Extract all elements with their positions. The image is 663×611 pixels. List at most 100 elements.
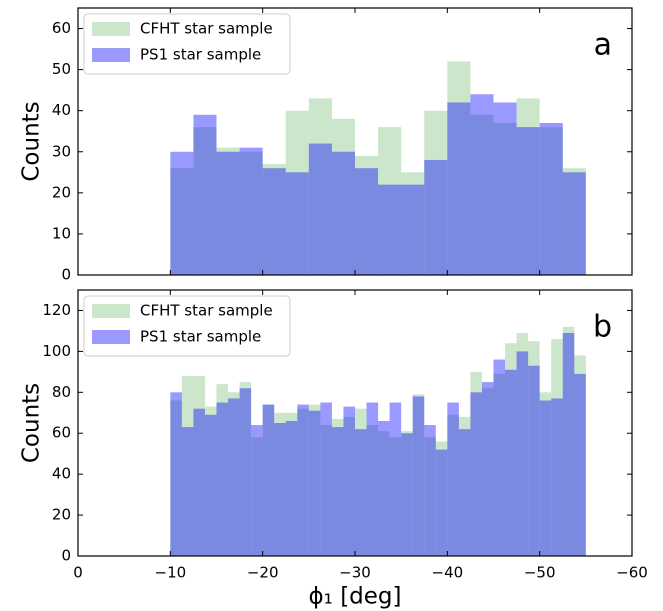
bar (401, 184, 425, 275)
bar (216, 402, 229, 556)
bar (447, 102, 471, 275)
legend-label: CFHT star sample (140, 302, 273, 320)
bar (343, 416, 355, 556)
bar (262, 168, 286, 275)
bar (193, 408, 205, 556)
bar (424, 437, 436, 556)
bar (389, 437, 402, 556)
legend-frame (83, 13, 291, 75)
bar (562, 172, 586, 275)
bar (251, 425, 263, 556)
bar (539, 392, 552, 556)
bar (458, 429, 471, 556)
bar (562, 326, 575, 556)
y-tick-label: 0 (61, 266, 71, 284)
x-tick-label: 0 (73, 564, 83, 582)
bar (285, 412, 298, 556)
bar (170, 392, 182, 556)
bar (539, 123, 563, 275)
bar (262, 164, 286, 275)
bar (251, 437, 263, 556)
bar (204, 414, 217, 556)
y-tick-label: 80 (52, 383, 71, 401)
bar (355, 429, 367, 556)
bar (193, 375, 205, 556)
bar (378, 431, 390, 556)
y-tick-label: 40 (52, 101, 71, 119)
legend-label: PS1 star sample (140, 46, 261, 64)
bar (516, 98, 540, 275)
x-tick-label: −60 (616, 564, 648, 582)
bar (516, 351, 529, 556)
bar (262, 404, 275, 556)
y-tick-label: 60 (52, 19, 71, 37)
bar (378, 127, 402, 275)
bar (505, 343, 517, 556)
bar (320, 402, 332, 556)
bar (551, 339, 563, 556)
bar (308, 410, 321, 556)
bar (470, 94, 494, 275)
bar (216, 384, 229, 556)
y-tick-label: 20 (52, 183, 71, 201)
x-axis-label: ϕ₁ [deg] (309, 584, 402, 610)
legend-frame (83, 295, 291, 357)
bar (181, 375, 194, 556)
bar (401, 431, 413, 556)
bar (401, 172, 425, 275)
x-tick-label: −40 (432, 564, 464, 582)
bar (412, 396, 425, 556)
bar (528, 341, 540, 556)
bar (308, 98, 332, 275)
bar (274, 423, 286, 556)
bar (493, 373, 506, 556)
bar (470, 392, 482, 556)
y-tick-label: 30 (52, 142, 71, 160)
bar (331, 418, 344, 556)
legend-swatch (92, 22, 130, 36)
bar (470, 371, 482, 556)
bar (274, 412, 286, 556)
legend-label: PS1 star sample (140, 328, 261, 346)
bar (239, 388, 252, 556)
y-tick-label: 40 (52, 465, 71, 483)
bar (562, 168, 586, 275)
y-tick-label: 100 (42, 342, 71, 360)
bar (562, 332, 575, 556)
bar (285, 110, 309, 275)
bar (297, 404, 309, 556)
y-tick-label: 0 (61, 547, 71, 565)
y-axis-label: Counts (19, 101, 45, 181)
bar (170, 400, 182, 556)
bar (366, 402, 379, 556)
bar (331, 427, 344, 556)
bar (228, 398, 240, 556)
bar (285, 172, 309, 275)
legend-swatch (92, 48, 130, 62)
bar (412, 394, 425, 556)
bar (447, 402, 459, 556)
y-tick-label: 120 (42, 301, 71, 319)
y-tick-label: 50 (52, 60, 71, 78)
bar (308, 143, 332, 275)
bar (470, 114, 494, 275)
bar (493, 123, 517, 275)
bar (435, 441, 448, 556)
bar (170, 151, 194, 275)
bar (239, 147, 263, 275)
bar (435, 449, 448, 556)
bar (193, 127, 217, 275)
y-axis-label: Counts (19, 383, 45, 463)
x-tick-label: −30 (339, 564, 371, 582)
x-tick-label: −20 (247, 564, 279, 582)
bar (308, 404, 321, 556)
bar (297, 408, 309, 556)
bar (447, 414, 459, 556)
legend-label: CFHT star sample (140, 20, 273, 38)
bar (355, 408, 367, 556)
bar (389, 402, 402, 556)
y-tick-label: 60 (52, 424, 71, 442)
bar (574, 355, 586, 556)
bar (481, 388, 494, 556)
